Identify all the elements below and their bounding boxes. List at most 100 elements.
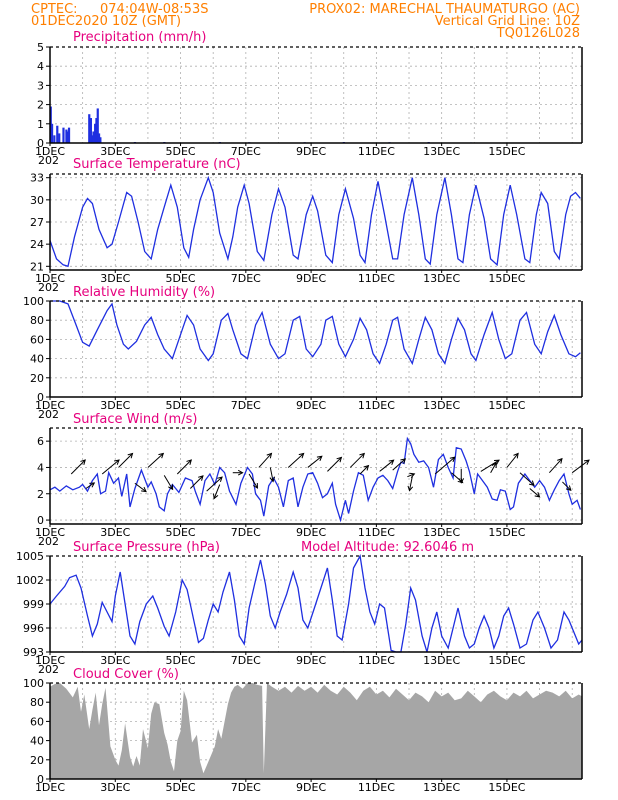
x-tick-label: 13DEC: [423, 781, 460, 794]
y-tick-label: 30: [30, 194, 44, 207]
x-tick-label: 5DEC: [165, 526, 195, 539]
precipitation-panel: Precipitation (mm/h) 5 4 3 2 1 01DEC 3DEC 5DEC 7…: [35, 30, 583, 167]
humidity-panel: Relative Humidity (%) 100 80 60 40 20 01DEC 3D…: [23, 285, 583, 421]
wind-arrow: [147, 452, 165, 468]
x-tick-label: 7DEC: [231, 781, 261, 794]
wind-arrow: [287, 452, 305, 468]
x-tick-label: 7DEC: [231, 399, 261, 412]
x-tick-label: 15DEC: [488, 145, 525, 158]
x-tick-label: 1DEC: [35, 272, 65, 285]
wind-arrow: [480, 459, 500, 472]
precip-bar: [49, 106, 52, 143]
x-tick-label: 7DEC: [231, 654, 261, 667]
wind-arrow: [407, 472, 416, 479]
precip-bar: [53, 135, 56, 143]
x-tick-label: 3DEC: [100, 654, 130, 667]
wind-arrow: [571, 459, 590, 474]
x-tick-label: 11DEC: [358, 781, 395, 794]
wind-arrow: [101, 459, 120, 475]
y-tick-label: 4: [37, 461, 44, 474]
x-tick-label: 9DEC: [296, 399, 326, 412]
x-tick-label: 9DEC: [296, 781, 326, 794]
wind-arrow: [529, 488, 541, 498]
wind-arrow: [379, 459, 395, 472]
x-tick-label: 3DEC: [100, 145, 130, 158]
precipitation-title: Precipitation (mm/h): [73, 30, 206, 45]
wind-arrow: [248, 473, 259, 489]
x-tick-label: 11DEC: [358, 272, 395, 285]
x-tick-label: 3DEC: [100, 526, 130, 539]
wind-arrow: [392, 458, 407, 471]
temperature-title: Surface Temperature (nC): [73, 157, 241, 172]
y-tick-label: 20: [30, 372, 44, 385]
wind-arrow: [269, 467, 276, 483]
x-tick-label: 5DEC: [165, 145, 195, 158]
y-tick-label: 60: [30, 715, 44, 728]
x-tick-label: 7DEC: [231, 526, 261, 539]
y-tick-label: 27: [30, 216, 44, 229]
wind-arrow: [349, 452, 366, 468]
precip-bar: [65, 129, 68, 143]
wind-arrow: [85, 482, 96, 489]
x-tick-label: 1DEC: [35, 145, 65, 158]
x-tick-label: 15DEC: [488, 654, 525, 667]
y-tick-label: 2: [37, 488, 44, 501]
wind-arrow: [70, 459, 86, 475]
y-tick-label: 80: [30, 314, 44, 327]
header-coordinates: 074:04W-08:53S: [100, 2, 208, 17]
y-tick-label: 0: [37, 391, 44, 404]
x-year-label: 202: [38, 281, 59, 294]
temp-series-line: [49, 175, 581, 268]
x-tick-label: 13DEC: [423, 145, 460, 158]
y-tick-label: 21: [30, 260, 44, 273]
y-tick-label: 20: [30, 754, 44, 767]
precip-bar: [92, 131, 95, 143]
y-tick-label: 999: [23, 598, 44, 611]
y-tick-label: 0: [37, 773, 44, 786]
precip-bar: [95, 118, 98, 143]
wind-arrow: [490, 462, 497, 473]
precip-bar: [91, 135, 94, 143]
pressure-title: Surface Pressure (hPa): [73, 540, 220, 555]
x-year-label: 202: [38, 408, 59, 421]
y-tick-label: 33: [30, 172, 44, 185]
x-year-label: 202: [38, 535, 59, 548]
x-tick-label: 11DEC: [358, 145, 395, 158]
y-tick-label: 40: [30, 735, 44, 748]
precip-bar: [89, 118, 92, 143]
precip-bar: [67, 127, 71, 143]
x-tick-label: 7DEC: [231, 145, 261, 158]
y-tick-label: 996: [23, 622, 44, 635]
precip-bar: [96, 108, 99, 143]
wind-arrow: [232, 469, 244, 476]
humidity-title: Relative Humidity (%): [73, 285, 215, 300]
wind-title: Surface Wind (m/s): [73, 412, 197, 427]
y-tick-label: 6: [37, 435, 44, 448]
wind-arrow: [506, 452, 519, 468]
wind-arrow: [359, 464, 370, 475]
precip-bar: [88, 114, 91, 143]
y-tick-label: 1002: [16, 574, 44, 587]
y-tick-label: 24: [30, 238, 44, 251]
precip-bar: [99, 137, 102, 143]
y-tick-label: 100: [23, 677, 44, 690]
x-tick-label: 15DEC: [488, 272, 525, 285]
wind-arrow: [548, 457, 563, 474]
x-tick-label: 5DEC: [165, 272, 195, 285]
wind-arrow: [176, 459, 193, 475]
x-tick-label: 1DEC: [35, 654, 65, 667]
wind-arrow: [206, 476, 223, 492]
header-run-time: 01DEC2020 10Z (GMT): [31, 14, 181, 29]
precip-bar: [66, 131, 69, 143]
x-tick-label: 1DEC: [35, 781, 65, 794]
wind-arrow: [307, 455, 323, 468]
x-tick-label: 13DEC: [423, 399, 460, 412]
precip-bar: [62, 127, 65, 143]
wind-series-line: [49, 436, 582, 523]
wind-arrow: [134, 482, 147, 493]
x-year-label: 202: [38, 663, 59, 676]
x-tick-label: 15DEC: [488, 526, 525, 539]
x-tick-label: 9DEC: [296, 145, 326, 158]
